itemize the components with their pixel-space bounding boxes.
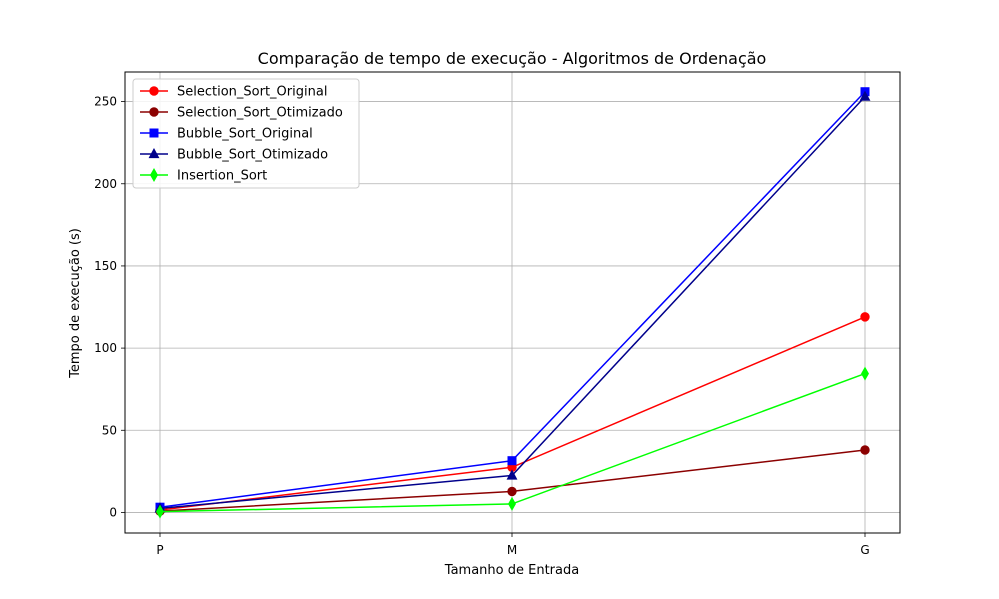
- data-point-marker: [507, 486, 517, 497]
- axes: 0 50 100 150 200 250 P M G: [94, 95, 870, 557]
- legend-label: Selection_Sort_Otimizado: [177, 106, 343, 121]
- data-point-marker: [506, 469, 518, 480]
- legend-item: Bubble_Sort_Otimizado: [140, 148, 328, 163]
- legend-box: [132, 78, 360, 189]
- data-point-marker: [860, 445, 870, 455]
- x-tick-label: G: [860, 543, 869, 557]
- legend-marker: [149, 86, 159, 96]
- grid-lines: [125, 72, 900, 533]
- data-point-marker: [859, 90, 871, 101]
- plot-area-frame: [124, 71, 901, 534]
- legend-item: Bubble_Sort_Original: [140, 127, 313, 142]
- data-point-marker: [507, 456, 517, 466]
- chart-title: Comparação de tempo de execução - Algori…: [258, 49, 767, 68]
- legend-marker: [149, 107, 159, 117]
- legend-marker: [148, 147, 160, 159]
- legend-label: Insertion_Sort: [177, 169, 267, 184]
- data-point-marker: [508, 496, 516, 511]
- legend-label: Bubble_Sort_Original: [177, 127, 313, 142]
- x-tick-label: P: [156, 543, 163, 557]
- data-point-marker: [860, 312, 870, 322]
- legend-item: Selection_Sort_Otimizado: [140, 106, 343, 121]
- y-tick-label: 50: [102, 423, 117, 437]
- series-Insertion_Sort: [156, 366, 869, 519]
- y-tick-label: 0: [109, 505, 117, 519]
- x-axis-label: Tamanho de Entrada: [444, 563, 579, 578]
- y-tick-label: 150: [94, 259, 117, 273]
- series-layer: [154, 87, 871, 519]
- y-tick-label: 200: [94, 177, 117, 191]
- data-point-marker: [156, 504, 164, 519]
- legend: Selection_Sort_Original Selection_Sort_Ot…: [132, 78, 360, 189]
- y-tick-label: 250: [94, 95, 117, 109]
- legend-item: Insertion_Sort: [140, 167, 267, 184]
- y-axis-label: Tempo de execução (s): [68, 228, 83, 379]
- legend-marker: [149, 128, 159, 138]
- legend-label: Bubble_Sort_Otimizado: [177, 148, 328, 163]
- y-tick-label: 100: [94, 341, 117, 355]
- legend-label: Selection_Sort_Original: [177, 85, 327, 100]
- x-tick-label: M: [507, 543, 517, 557]
- legend-item: Selection_Sort_Original: [140, 85, 327, 100]
- legend-marker: [150, 167, 158, 183]
- data-point-marker: [861, 366, 869, 381]
